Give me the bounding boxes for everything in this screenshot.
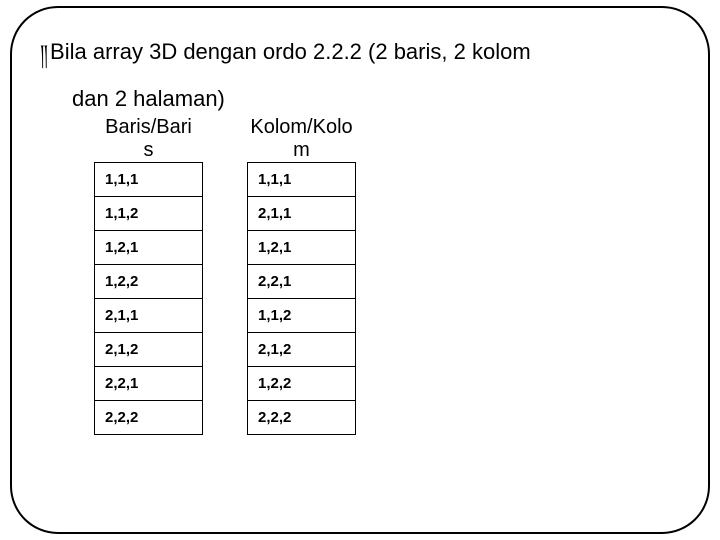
- table-row: 2,2,1: [95, 367, 203, 401]
- table-cell: 1,2,1: [95, 231, 203, 265]
- right-table-block: Kolom/Kolo m 1,1,1 2,1,1 1,2,1 2,2,1 1,1…: [247, 116, 356, 435]
- table-row: 1,2,1: [248, 231, 356, 265]
- table-row: 1,2,1: [95, 231, 203, 265]
- table-cell: 2,1,2: [248, 333, 356, 367]
- table-row: 1,1,1: [95, 163, 203, 197]
- table-row: 1,1,2: [95, 197, 203, 231]
- table-cell: 1,2,1: [248, 231, 356, 265]
- table-cell: 1,2,2: [95, 265, 203, 299]
- table-cell: 2,1,1: [248, 197, 356, 231]
- table-cell: 2,2,2: [95, 401, 203, 435]
- table-cell: 1,2,2: [248, 367, 356, 401]
- table-cell: 2,1,2: [95, 333, 203, 367]
- right-table: 1,1,1 2,1,1 1,2,1 2,2,1 1,1,2 2,1,2 1,2,…: [247, 162, 356, 435]
- right-table-heading: Kolom/Kolo m: [250, 116, 352, 162]
- table-cell: 2,2,1: [95, 367, 203, 401]
- table-row: 2,1,1: [95, 299, 203, 333]
- table-row: 2,1,2: [248, 333, 356, 367]
- left-table-heading: Baris/Bari s: [105, 116, 192, 162]
- tables-container: Baris/Bari s 1,1,1 1,1,2 1,2,1 1,2,2 2,1…: [94, 116, 686, 435]
- table-cell: 1,1,2: [248, 299, 356, 333]
- slide-frame: ༎Bila array 3D dengan ordo 2.2.2 (2 bari…: [10, 6, 710, 534]
- table-row: 2,2,2: [95, 401, 203, 435]
- table-row: 1,2,2: [95, 265, 203, 299]
- table-row: 1,2,2: [248, 367, 356, 401]
- main-text-1: Bila array 3D dengan ordo 2.2.2 (2 baris…: [50, 39, 531, 64]
- left-table: 1,1,1 1,1,2 1,2,1 1,2,2 2,1,1 2,1,2 2,2,…: [94, 162, 203, 435]
- bullet-text-line1: ༎Bila array 3D dengan ordo 2.2.2 (2 bari…: [40, 30, 686, 86]
- table-cell: 1,1,1: [95, 163, 203, 197]
- table-cell: 2,2,1: [248, 265, 356, 299]
- table-row: 2,1,1: [248, 197, 356, 231]
- table-cell: 2,2,2: [248, 401, 356, 435]
- table-row: 2,2,2: [248, 401, 356, 435]
- table-cell: 1,1,1: [248, 163, 356, 197]
- table-row: 1,1,2: [248, 299, 356, 333]
- table-row: 2,1,2: [95, 333, 203, 367]
- bullet-icon: ༎: [40, 30, 48, 86]
- left-table-block: Baris/Bari s 1,1,1 1,1,2 1,2,1 1,2,2 2,1…: [94, 116, 203, 435]
- table-row: 1,1,1: [248, 163, 356, 197]
- table-cell: 1,1,2: [95, 197, 203, 231]
- table-cell: 2,1,1: [95, 299, 203, 333]
- table-row: 2,2,1: [248, 265, 356, 299]
- main-text-2: dan 2 halaman): [72, 86, 686, 112]
